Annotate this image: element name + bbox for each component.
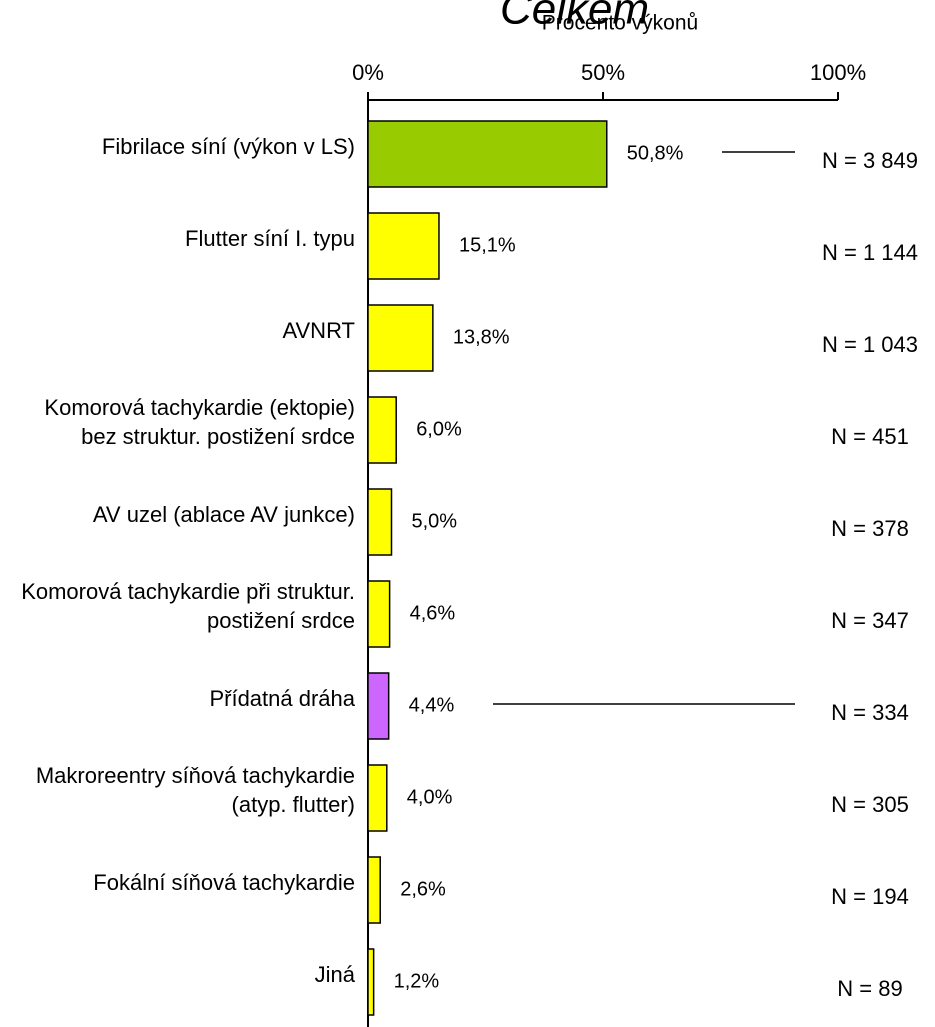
annotation: N = 89 [837,976,902,1001]
annotation: N = 334 [831,700,909,725]
bar [367,488,393,556]
annotation: N = 347 [831,608,909,633]
bar [367,764,388,832]
annotation: N = 451 [831,424,909,449]
value-label: 6,0% [416,418,462,440]
category-label: Komorová tachykardie (ektopie) bez struk… [44,395,355,449]
bar [367,120,608,188]
annotation: N = 194 [831,884,909,909]
value-label: 1,2% [394,970,440,992]
bar [367,212,440,280]
x-tick-label: 100% [810,60,866,85]
annotation: N = 305 [831,792,909,817]
category-label: AV uzel (ablace AV junkce) [92,501,355,527]
x-tick-label: 0% [352,60,384,85]
bar [367,948,375,1016]
value-label: 5,0% [412,510,458,532]
category-label: Fibrilace síní (výkon v LS) [101,133,355,159]
value-label: 4,6% [410,602,456,624]
annotation: N = 378 [831,516,909,541]
bar [367,856,381,924]
value-label: 2,6% [400,878,446,900]
value-label: 13,8% [453,326,510,348]
category-label: Komorová tachykardie při struktur. posti… [21,579,355,633]
annotation: N = 1 144 [822,240,918,265]
axis-label: Procento výkonů [542,12,698,35]
category-label: Makroreentry síňová tachykardie (atyp. f… [35,763,355,817]
annotation: N = 3 849 [822,148,918,173]
category-label: AVNRT [282,317,355,343]
bar [367,672,390,740]
bar [367,304,434,372]
bar [367,580,391,648]
category-label: Přídatná dráha [209,685,355,711]
category-label: Flutter síní I. typu [185,225,355,251]
value-label: 4,0% [407,786,453,808]
annotation: N = 1 043 [822,332,918,357]
chart-title: Celkem [500,0,649,34]
value-label: 4,4% [409,694,455,716]
value-label: 15,1% [459,234,516,256]
category-label: Jiná [314,961,355,987]
category-label: Fokální síňová tachykardie [93,869,355,895]
value-label: 50,8% [627,142,684,164]
bar [367,396,397,464]
x-tick-label: 50% [581,60,625,85]
